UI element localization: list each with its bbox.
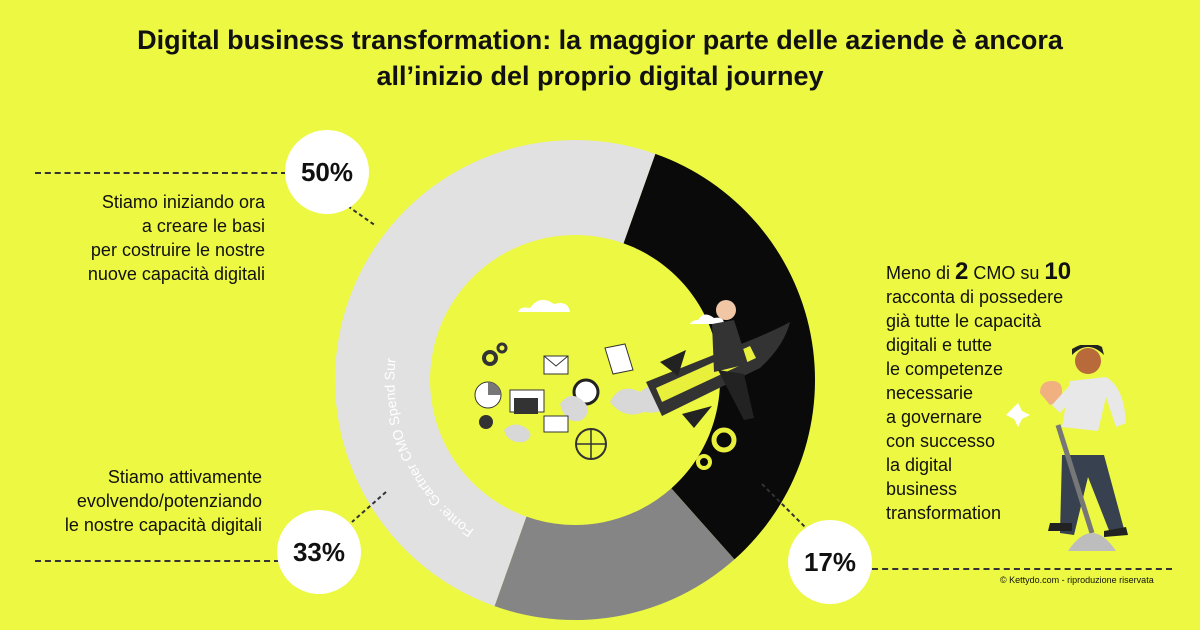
person-hair xyxy=(1072,345,1104,355)
callout-17-text: Meno di 2 CMO su 10 racconta di posseder… xyxy=(886,260,1116,525)
leader-line-17 xyxy=(872,568,1172,570)
leader-line-33-diag xyxy=(351,491,387,523)
person-shoes xyxy=(1048,523,1128,537)
fist-icon xyxy=(1040,381,1062,405)
cloud-icon xyxy=(690,314,724,324)
callout-17-line: le competenze xyxy=(886,359,1004,379)
gear-icon xyxy=(496,342,508,354)
callout-50-line: per costruire le nostre xyxy=(90,240,265,260)
page-title: Digital business transformation: la magg… xyxy=(60,22,1140,94)
title-line-2: all’inizio del proprio digital journey xyxy=(376,61,824,91)
callout-50-line: a creare le basi xyxy=(141,216,265,236)
callout-17-line: la digital xyxy=(886,455,953,475)
person-head xyxy=(716,300,736,320)
mail-icon-flap xyxy=(543,355,569,367)
rocket-fins xyxy=(660,350,712,428)
callout-33-line: evolvendo/potenziando xyxy=(76,491,262,511)
callout-50-line: Stiamo iniziando ora xyxy=(101,192,265,212)
pie-icon-slice xyxy=(488,382,501,395)
callout-50-line: nuove capacità digitali xyxy=(87,264,265,284)
percent-bubble-50: 50% xyxy=(285,130,369,214)
leader-line-33 xyxy=(35,560,280,562)
rocket-illustration xyxy=(474,299,790,470)
callout-33-line: Stiamo attivamente xyxy=(107,467,262,487)
globe-icon-lines xyxy=(576,429,606,459)
callout-17-line-1: Meno di 2 CMO su 10 xyxy=(886,260,1116,285)
sparkle-icon xyxy=(1006,403,1030,427)
callout-33-line: le nostre capacità digitali xyxy=(64,515,262,535)
callout-17-line: transformation xyxy=(886,503,1002,523)
gear-icon xyxy=(711,427,737,453)
person-legs xyxy=(718,370,754,420)
title-line-1: Digital business transformation: la magg… xyxy=(137,25,1063,55)
donut-slice-50 xyxy=(335,140,656,607)
person-lever-illustration xyxy=(1006,345,1128,551)
callout-17-number: 2 xyxy=(955,258,969,285)
stopwatch-icon xyxy=(572,378,600,406)
callout-17-text-part: Meno di xyxy=(886,263,956,283)
person-arm xyxy=(1052,385,1078,413)
percent-bubble-17: 17% xyxy=(788,520,872,604)
callout-17-line: con successo xyxy=(886,431,996,451)
callout-17-line: a governare xyxy=(886,407,983,427)
callout-17-line: business xyxy=(886,479,958,499)
callout-17-line: già tutte le capacità xyxy=(886,311,1042,331)
percent-bubble-33: 33% xyxy=(277,510,361,594)
copyright-note: © Kettydo.com - riproduzione riservata xyxy=(1000,575,1154,585)
person-head xyxy=(1075,348,1101,374)
blob-shape xyxy=(560,395,588,422)
bulb-icon xyxy=(479,415,493,429)
callout-17-line: digitali e tutte xyxy=(886,335,993,355)
callout-17-line: necessarie xyxy=(886,383,974,403)
person-shirt xyxy=(1062,377,1126,431)
callout-17-text-part: CMO su xyxy=(968,263,1045,283)
person-body xyxy=(712,320,748,372)
callout-17-number: 10 xyxy=(1044,258,1072,285)
video-icon xyxy=(543,415,569,433)
blob-shape xyxy=(504,424,531,443)
cloud-icon xyxy=(518,299,570,312)
gear-icon xyxy=(696,454,712,470)
callout-33-text: Stiamo attivamente evolvendo/potenziando… xyxy=(30,465,262,537)
gear-icon xyxy=(482,350,498,366)
leader-line-50 xyxy=(35,172,287,174)
document-icon xyxy=(604,343,634,375)
callout-17-line: racconta di possedere xyxy=(886,287,1064,307)
lever-handle xyxy=(1055,424,1095,534)
image-icon-back xyxy=(514,398,538,414)
callout-50-text: Stiamo iniziando ora a creare le basi pe… xyxy=(40,190,265,286)
lever-base xyxy=(1068,533,1116,551)
donut-slice-17 xyxy=(494,488,735,620)
leader-line-17-diag xyxy=(761,483,807,529)
